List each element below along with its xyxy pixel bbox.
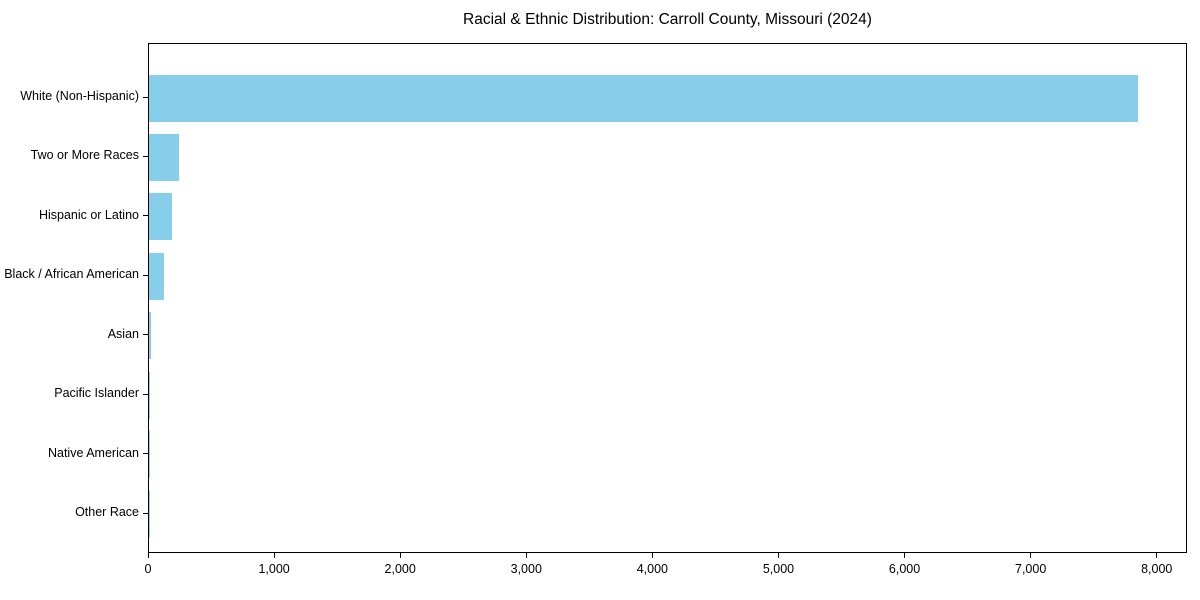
y-tick-asian xyxy=(143,334,148,336)
x-tick-label-6-000: 6,000 xyxy=(888,562,921,576)
x-tick-1-000 xyxy=(273,553,275,558)
bar-hispanic-or-latino xyxy=(149,193,173,241)
bar-asian xyxy=(149,312,151,360)
x-tick-label-7-000: 7,000 xyxy=(1015,562,1047,576)
x-tick-6-000 xyxy=(904,553,906,558)
y-label-other-race: Other Race xyxy=(75,505,139,519)
x-tick-8-000 xyxy=(1156,553,1158,558)
x-tick-label-8-000: 8,000 xyxy=(1141,562,1173,576)
y-label-native-american: Native American xyxy=(47,445,139,460)
y-label-white-non-hispanic: White (Non-Hispanic) xyxy=(20,89,139,103)
x-tick-4-000 xyxy=(651,553,653,558)
y-label-asian: Asian xyxy=(107,326,139,341)
x-tick-label-3-000: 3,000 xyxy=(510,562,542,576)
y-tick-other-race xyxy=(143,512,148,514)
y-tick-black-african-american xyxy=(143,274,148,276)
bar-white-non-hispanic xyxy=(149,74,1139,122)
x-tick-3-000 xyxy=(525,553,527,558)
x-tick-label-0: 0 xyxy=(144,562,152,576)
x-tick-0 xyxy=(147,553,149,558)
y-label-two-or-more-races: Two or More Races xyxy=(30,148,139,163)
y-label-black-african-american: Black / African American xyxy=(4,267,139,282)
plot-area xyxy=(148,43,1187,553)
y-tick-pacific-islander xyxy=(143,393,148,395)
y-tick-two-or-more-races xyxy=(143,155,148,157)
x-tick-label-4-000: 4,000 xyxy=(636,562,668,576)
y-label-hispanic-or-latino: Hispanic or Latino xyxy=(38,207,139,222)
x-tick-7-000 xyxy=(1030,553,1032,558)
x-tick-label-1-000: 1,000 xyxy=(258,562,290,576)
chart-title: Racial & Ethnic Distribution: Carroll Co… xyxy=(463,11,872,28)
bar-native-american xyxy=(149,431,150,479)
bar-two-or-more-races xyxy=(149,133,179,181)
y-tick-white-non-hispanic xyxy=(143,96,148,98)
bar-black-african-american xyxy=(149,252,165,300)
y-tick-hispanic-or-latino xyxy=(143,215,148,217)
x-tick-label-5-000: 5,000 xyxy=(762,562,795,576)
x-tick-5-000 xyxy=(777,553,779,558)
y-label-pacific-islander: Pacific Islander xyxy=(54,386,139,401)
y-tick-native-american xyxy=(143,453,148,455)
x-tick-label-2-000: 2,000 xyxy=(384,562,416,576)
x-tick-2-000 xyxy=(399,553,401,558)
